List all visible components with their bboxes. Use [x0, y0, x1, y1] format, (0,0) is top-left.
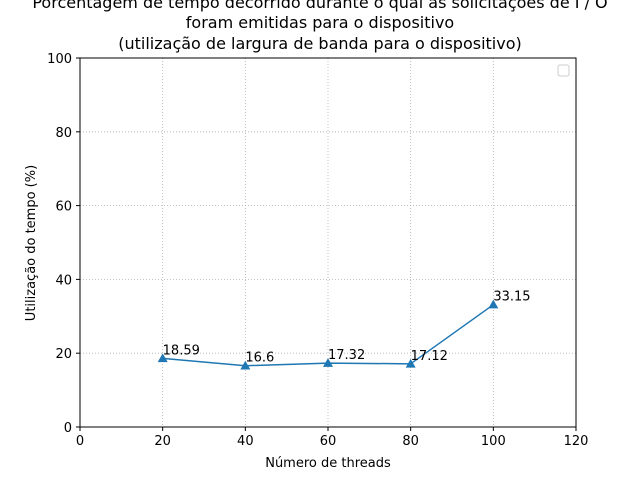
data-label: 18.59 — [163, 343, 200, 358]
data-label: 17.12 — [411, 349, 448, 364]
y-tick-label: 100 — [47, 52, 72, 67]
x-tick-label: 40 — [237, 434, 254, 449]
data-point — [323, 358, 333, 367]
data-label: 17.32 — [328, 348, 365, 363]
data-point — [240, 360, 251, 370]
y-tick-label: 40 — [55, 273, 72, 288]
data-point — [488, 299, 499, 309]
legend-box — [557, 64, 570, 77]
chart-title-line-2: foram emitidas para o dispositivo — [186, 13, 454, 32]
x-axis-label: Número de threads — [265, 456, 391, 471]
data-point — [157, 353, 168, 363]
y-tick-label: 0 — [64, 421, 72, 436]
data-label: 16.6 — [245, 351, 274, 366]
series-layer: 18.59 16.6 17.32 17.12 33.15 — [157, 290, 531, 370]
chart-title-line-3: (utilização de largura de banda para o d… — [118, 34, 522, 53]
plot-frame — [79, 57, 577, 428]
x-tick-label: 100 — [481, 434, 506, 449]
x-tick-label: 20 — [154, 434, 171, 449]
x-tick-label: 60 — [320, 434, 337, 449]
data-label: 33.15 — [493, 290, 530, 305]
data-point — [405, 358, 416, 368]
y-tick-label: 60 — [55, 200, 72, 215]
x-tick-label: 120 — [564, 434, 589, 449]
axis-ticks: 0 20 40 60 80 100 120 0 20 40 60 80 100 — [47, 52, 588, 449]
y-tick-label: 20 — [55, 347, 72, 362]
y-axis-label: Utilização do tempo (%) — [24, 165, 39, 321]
chart-title-line-1: Porcentagem de tempo decorrido durante o… — [32, 0, 607, 12]
grid-lines — [80, 58, 576, 427]
x-tick-label: 80 — [402, 434, 419, 449]
y-tick-label: 80 — [55, 126, 72, 141]
x-tick-label: 0 — [76, 434, 84, 449]
